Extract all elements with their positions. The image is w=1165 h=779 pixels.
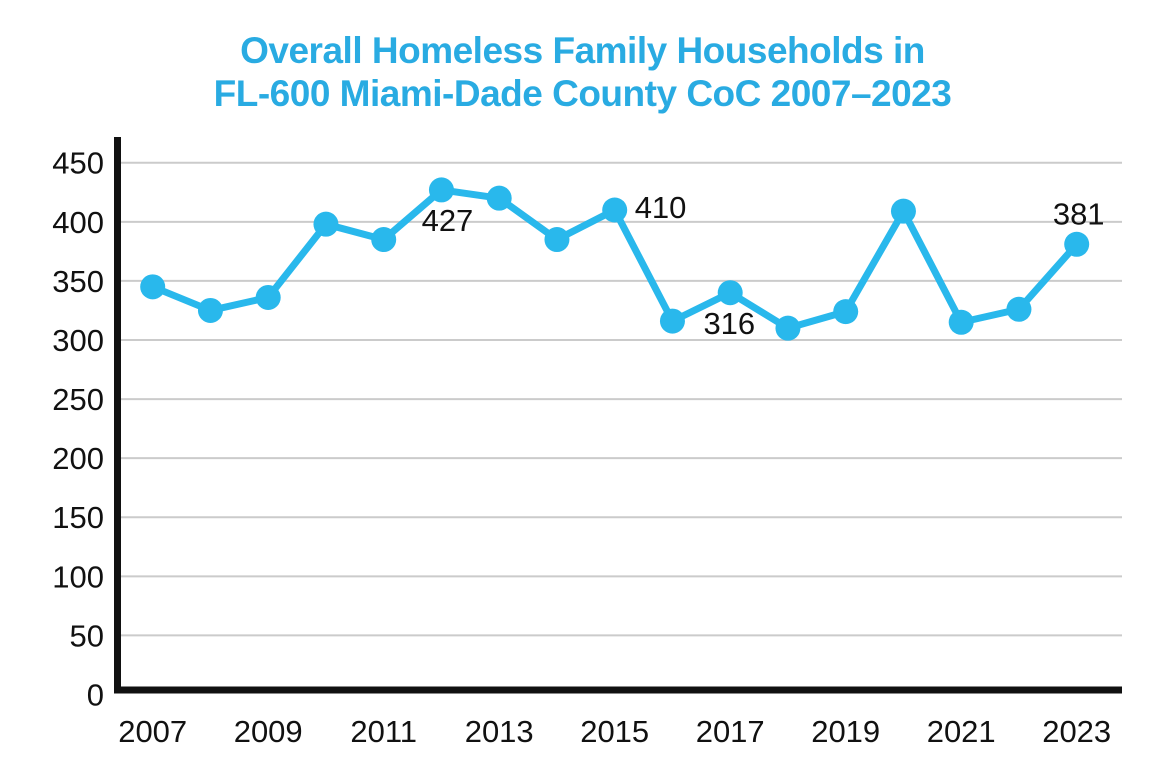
chart-title-line2: FL-600 Miami-Dade County CoC 2007–2023 — [213, 73, 952, 114]
data-point-2021 — [948, 309, 974, 335]
data-point-2016 — [659, 308, 685, 334]
y-axis-line — [114, 137, 121, 694]
data-point-2020 — [890, 198, 916, 224]
data-label-2012: 427 — [422, 203, 474, 238]
data-point-2013 — [486, 185, 512, 211]
data-point-2007 — [140, 274, 166, 300]
data-point-2023 — [1064, 231, 1090, 257]
data-point-2019 — [833, 299, 859, 325]
data-point-2009 — [255, 284, 281, 310]
y-tick-label-350: 350 — [52, 264, 104, 299]
x-tick-label-2015: 2015 — [580, 714, 649, 749]
data-point-2018 — [775, 315, 801, 341]
data-label-2015: 410 — [635, 190, 687, 225]
y-tick-label-100: 100 — [52, 559, 104, 594]
x-tick-label-2019: 2019 — [811, 714, 880, 749]
data-point-2011 — [371, 227, 397, 253]
y-tick-label-150: 150 — [52, 500, 104, 535]
x-tick-label-2017: 2017 — [696, 714, 765, 749]
x-tick-label-2009: 2009 — [234, 714, 303, 749]
y-tick-label-250: 250 — [52, 382, 104, 417]
y-tick-label-50: 50 — [70, 618, 104, 653]
data-point-2010 — [313, 211, 339, 237]
data-point-2015 — [602, 197, 628, 223]
x-tick-label-2007: 2007 — [118, 714, 187, 749]
data-point-2008 — [197, 297, 223, 323]
x-tick-label-2013: 2013 — [465, 714, 534, 749]
x-tick-label-2023: 2023 — [1042, 714, 1111, 749]
data-point-2017 — [717, 280, 743, 306]
data-point-2022 — [1006, 296, 1032, 322]
y-tick-label-0: 0 — [87, 678, 104, 713]
y-tick-label-300: 300 — [52, 323, 104, 358]
x-tick-label-2021: 2021 — [927, 714, 996, 749]
data-label-2023: 381 — [1053, 196, 1105, 231]
chart-title-line1: Overall Homeless Family Households in — [240, 30, 925, 71]
data-point-2012 — [428, 177, 454, 203]
y-tick-label-400: 400 — [52, 205, 104, 240]
x-axis-line — [114, 686, 1122, 694]
data-point-2014 — [544, 227, 570, 253]
data-label-2016: 316 — [703, 306, 755, 341]
chart-title: Overall Homeless Family Households in FL… — [0, 29, 1165, 115]
y-tick-label-200: 200 — [52, 441, 104, 476]
y-tick-label-450: 450 — [52, 146, 104, 181]
x-tick-label-2011: 2011 — [350, 714, 417, 749]
